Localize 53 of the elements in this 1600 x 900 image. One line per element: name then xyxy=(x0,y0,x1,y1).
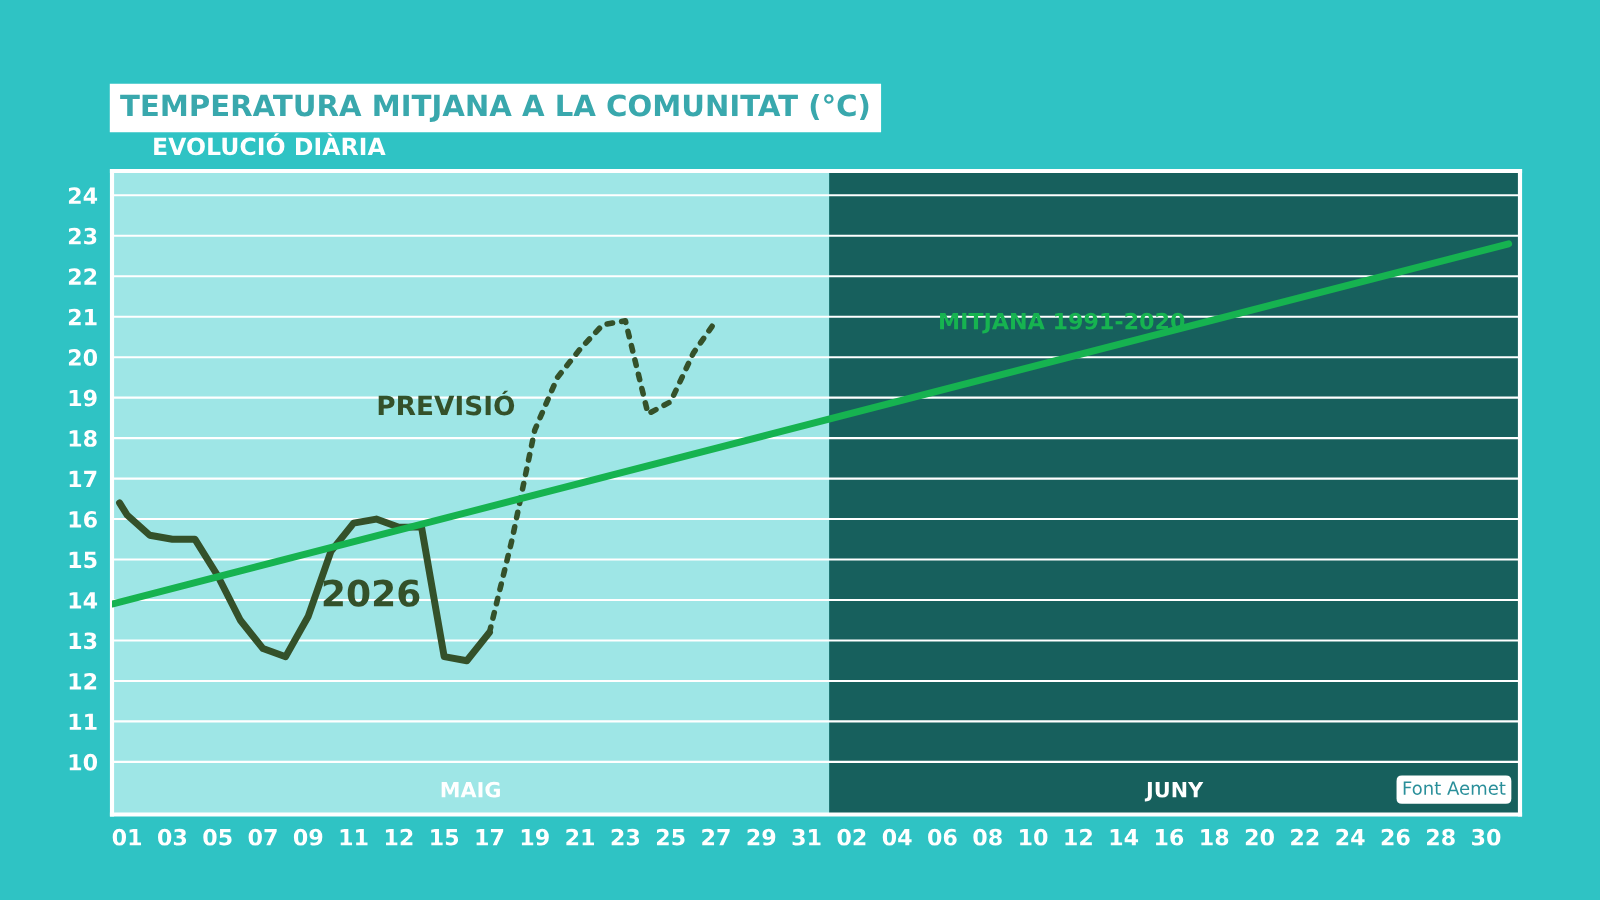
x-tick-label: 22 xyxy=(1291,828,1319,846)
x-tick-label: 20 xyxy=(1245,828,1274,846)
x-tick-label: 05 xyxy=(203,828,232,846)
x-tick-label: 15 xyxy=(431,829,459,846)
band-label: MAIG xyxy=(441,781,500,798)
x-tick-label: 24 xyxy=(1336,828,1365,846)
x-tick-label: 02 xyxy=(837,828,866,846)
y-tick-label: 15 xyxy=(69,551,97,569)
y-tick-label: 20 xyxy=(68,349,98,366)
y-tick-label: 21 xyxy=(68,308,97,326)
x-tick-label: 16 xyxy=(1155,828,1184,846)
x-tick-label: 07 xyxy=(248,828,277,846)
x-tick-label: 09 xyxy=(293,828,323,846)
x-tick-label: 08 xyxy=(973,828,1002,846)
y-tick-label: 17 xyxy=(69,470,97,488)
y-tick-label: 10 xyxy=(69,753,98,771)
y-tick-label: 24 xyxy=(68,187,98,204)
y-tick-label: 23 xyxy=(68,227,97,245)
chart-title: TEMPERATURA MITJANA A LA COMUNITAT (°C) xyxy=(120,93,869,122)
y-tick-label: 14 xyxy=(69,592,98,609)
x-tick-label: 11 xyxy=(340,829,368,846)
x-tick-label: 27 xyxy=(702,828,730,846)
x-tick-label: 12 xyxy=(1065,828,1092,846)
x-tick-label: 06 xyxy=(928,828,957,846)
y-tick-label: 22 xyxy=(68,268,97,285)
x-tick-label: 04 xyxy=(882,828,912,846)
x-tick-label: 26 xyxy=(1381,828,1410,846)
chart-subtitle: EVOLUCIÓ DIÀRIA xyxy=(154,133,386,156)
y-tick-label: 12 xyxy=(69,672,97,690)
series-label: 2026 xyxy=(323,579,420,607)
x-tick-label: 25 xyxy=(656,828,685,846)
x-tick-label: 29 xyxy=(747,828,776,846)
band-label: JUNY xyxy=(1144,782,1204,802)
x-tick-label: 14 xyxy=(1110,829,1139,846)
x-tick-label: 17 xyxy=(476,829,504,846)
x-tick-label: 12 xyxy=(385,828,413,846)
x-tick-label: 01 xyxy=(112,828,142,846)
x-tick-label: 28 xyxy=(1427,828,1455,846)
x-tick-label: 18 xyxy=(1201,828,1229,846)
y-tick-label: 11 xyxy=(69,713,97,730)
x-tick-label: 19 xyxy=(521,828,549,846)
x-tick-label: 23 xyxy=(611,828,640,846)
y-tick-label: 19 xyxy=(69,389,97,407)
x-tick-label: 31 xyxy=(792,828,821,846)
y-tick-label: 18 xyxy=(69,430,97,447)
annotation: Font Aemet xyxy=(1403,781,1506,795)
y-tick-label: 13 xyxy=(69,632,97,650)
series-label: PREVISIÓ xyxy=(378,390,515,416)
x-tick-label: 21 xyxy=(566,828,595,846)
x-tick-label: 10 xyxy=(1020,828,1048,846)
x-tick-label: 30 xyxy=(1472,828,1501,846)
x-tick-label: 03 xyxy=(158,828,187,846)
y-tick-label: 16 xyxy=(69,511,97,528)
